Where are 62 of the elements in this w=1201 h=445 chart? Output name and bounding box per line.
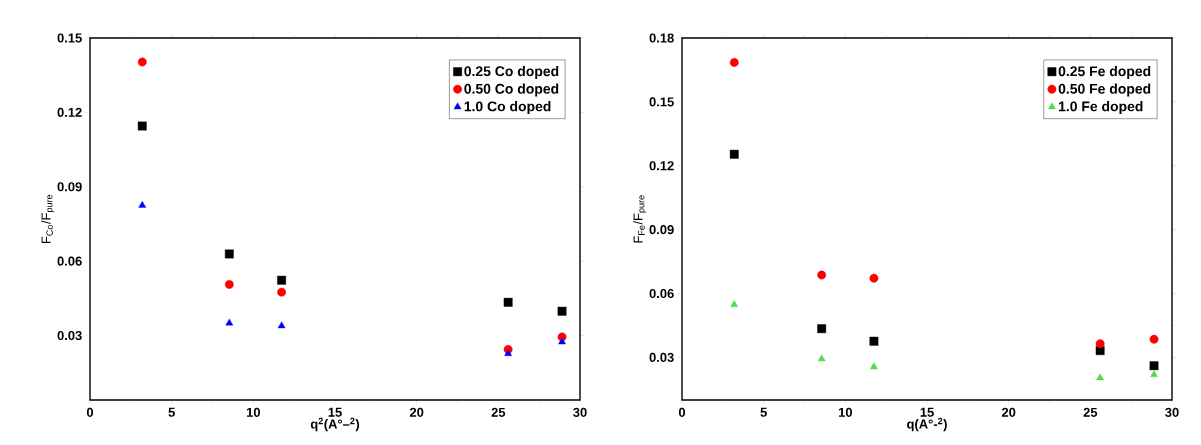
x-tick-label: 25 xyxy=(491,407,506,417)
x-tick-label: 20 xyxy=(1001,407,1016,417)
point xyxy=(729,149,739,159)
point xyxy=(137,57,147,67)
point xyxy=(504,349,512,356)
point xyxy=(869,273,879,283)
y-tick-label: 0.12 xyxy=(649,161,674,171)
x-axis-title: q(A°-$^{2}$) xyxy=(907,417,947,432)
point xyxy=(224,249,234,259)
y-axis-title: F$_{Co}$/F$_{pure}$ xyxy=(41,194,55,244)
point xyxy=(817,324,827,334)
legend-label: 0.25 Fe doped xyxy=(1058,65,1151,79)
y-tick-label: 0.03 xyxy=(57,330,82,341)
y-tick-label: 0.15 xyxy=(57,33,82,43)
point xyxy=(1096,373,1104,381)
x-tick-label: 15 xyxy=(920,407,934,417)
point xyxy=(503,297,513,307)
point xyxy=(1095,339,1105,349)
x-tick-label: 30 xyxy=(573,407,587,417)
y-axis-title: F$_{Fe}$/F$_{pure}$ xyxy=(633,195,647,243)
point xyxy=(1149,361,1159,371)
x-tick-label: 5 xyxy=(168,407,175,417)
legend-label: 1.0 Co doped xyxy=(464,101,551,115)
y-tick-label: 0.09 xyxy=(57,182,82,192)
point xyxy=(729,58,739,67)
x-tick-label: 15 xyxy=(328,407,342,417)
y-tick-label: 0.06 xyxy=(57,256,82,266)
y-tick-label: 0.06 xyxy=(649,288,674,299)
x-tick-label: 25 xyxy=(1083,407,1098,417)
point xyxy=(224,280,234,289)
point xyxy=(225,318,234,326)
y-tick-label: 0.12 xyxy=(57,107,82,117)
y-tick-label: 0.15 xyxy=(649,97,674,107)
point xyxy=(558,337,566,345)
y-tick-label: 0.03 xyxy=(649,352,674,362)
x-tick-label: 30 xyxy=(1165,407,1179,417)
x-tick-label: 20 xyxy=(409,407,424,417)
point xyxy=(138,200,147,208)
point xyxy=(137,121,147,131)
x-tick-label: 0 xyxy=(86,407,94,417)
point xyxy=(277,321,286,329)
x-axis-title: q$^{2}$(A°–$^{2}$) xyxy=(310,417,360,432)
point xyxy=(870,362,878,370)
point xyxy=(817,354,826,362)
legend-label: 0.50 Co doped xyxy=(464,83,559,97)
point xyxy=(277,287,286,297)
point xyxy=(1149,334,1159,344)
x-tick-label: 0 xyxy=(678,407,686,417)
point xyxy=(557,306,567,316)
legend-label: 1.0 Fe doped xyxy=(1058,101,1143,115)
legend-label: 0.25 Co doped xyxy=(464,65,559,79)
y-tick-label: 0.09 xyxy=(649,225,674,235)
point xyxy=(817,270,827,280)
x-tick-label: 5 xyxy=(760,407,767,417)
point xyxy=(869,336,879,346)
point xyxy=(1150,370,1158,377)
y-tick-label: 0.18 xyxy=(649,33,674,43)
x-tick-label: 10 xyxy=(838,407,853,417)
point xyxy=(277,275,286,285)
point xyxy=(730,300,739,307)
x-tick-label: 10 xyxy=(246,407,261,417)
legend-label: 0.50 Fe doped xyxy=(1058,83,1151,97)
